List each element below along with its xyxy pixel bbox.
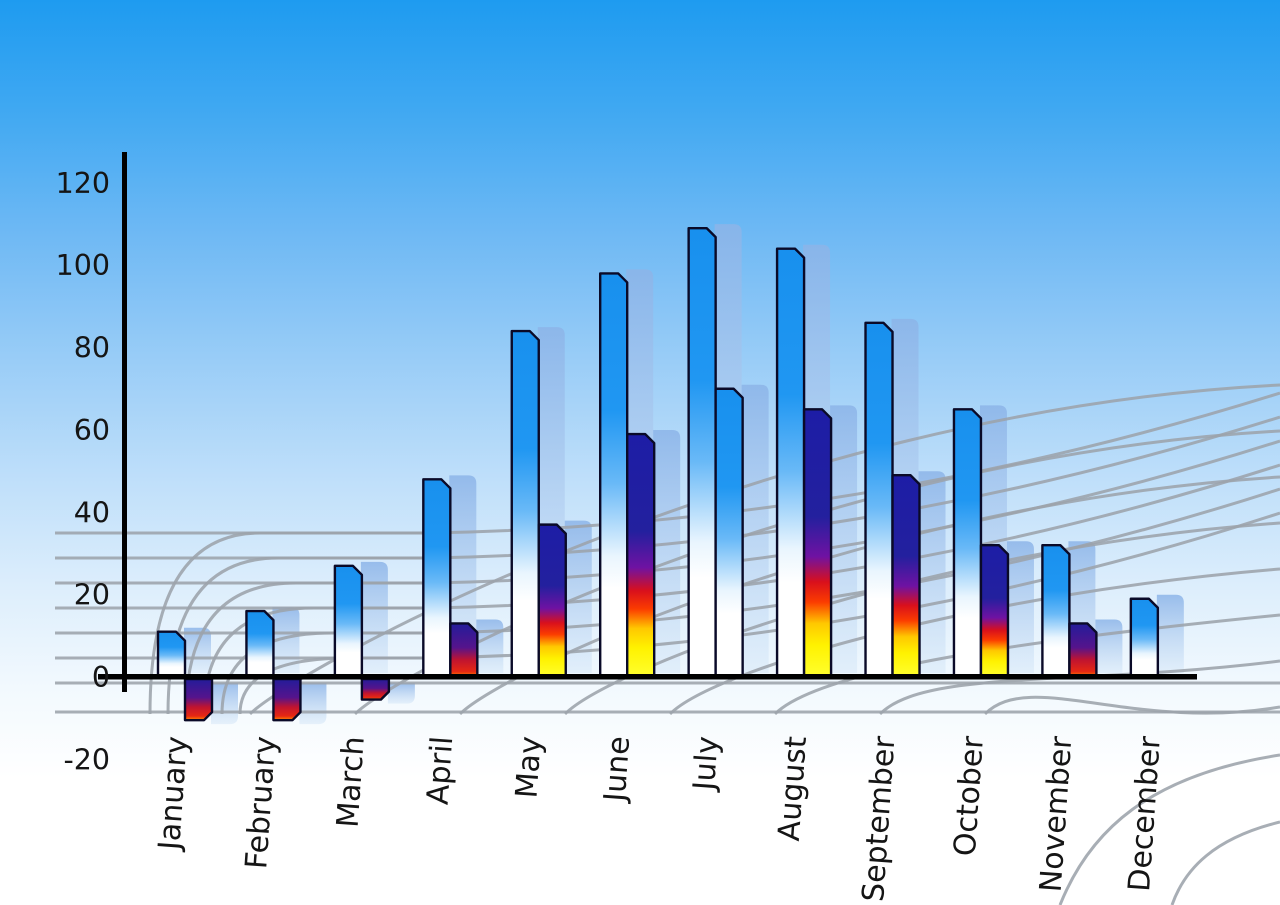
zero-axis-line	[98, 674, 1197, 680]
month-label-march: March	[331, 735, 372, 829]
grid-line	[983, 695, 1280, 716]
month-label-august: August	[772, 735, 814, 842]
bar-echo-november-secondary	[1095, 619, 1123, 673]
bar-may-primary	[510, 329, 540, 679]
bar-april-primary	[422, 478, 452, 679]
bar-july-secondary	[714, 387, 744, 679]
bar-echo-march-primary	[360, 561, 388, 673]
bar-february-secondary	[272, 677, 302, 722]
bars-layer	[156, 226, 1160, 722]
grid-line	[773, 613, 1280, 716]
bar-echo-january-secondary	[211, 683, 238, 725]
month-label-december: December	[1122, 734, 1168, 892]
bar-april-secondary	[449, 622, 479, 679]
bar-january-primary	[156, 630, 187, 679]
y-tick-labels: 120 100 80 60 40 20 0 -20	[56, 167, 110, 777]
month-labels: January February March April May June July Augu…	[152, 734, 1168, 903]
grid-line	[1058, 753, 1280, 905]
y-tick-label: -20	[63, 743, 110, 776]
month-label-september: September	[856, 734, 903, 903]
grid-line	[878, 659, 1280, 716]
month-label-january: January	[152, 735, 195, 853]
y-tick-label: 60	[74, 414, 110, 447]
bar-july-primary	[687, 226, 717, 679]
bar-october-primary	[952, 408, 983, 679]
bar-echo-july-secondary	[741, 384, 769, 673]
bar-january-secondary	[183, 677, 214, 722]
month-label-april: April	[421, 735, 461, 806]
axes-layer	[98, 152, 1197, 692]
month-label-june: June	[598, 735, 638, 805]
bar-may-secondary	[537, 523, 567, 679]
bar-october-secondary	[979, 544, 1010, 679]
bar-august-primary	[775, 247, 806, 679]
grid-line	[148, 531, 430, 715]
bar-september-secondary	[891, 474, 921, 679]
month-label-july: July	[687, 735, 726, 793]
bar-december-primary	[1129, 597, 1160, 679]
y-tick-label: 20	[74, 579, 110, 612]
grid-line	[1170, 820, 1280, 905]
bar-echo-march-secondary	[387, 683, 415, 704]
bar-august-secondary	[802, 408, 833, 679]
bar-echo-june-secondary	[653, 430, 681, 673]
grid-line	[353, 429, 1280, 716]
bar-november-secondary	[1068, 622, 1098, 679]
y-tick-label: 100	[56, 249, 110, 282]
bar-echo-april-secondary	[476, 619, 504, 673]
month-label-may: May	[509, 735, 548, 799]
bar-echo-august-secondary	[830, 405, 858, 673]
bar-echo-october-secondary	[1006, 541, 1034, 673]
floor-grid	[55, 383, 1280, 905]
y-tick-label: 80	[74, 332, 110, 365]
bar-june-secondary	[626, 432, 656, 679]
month-label-november: November	[1034, 734, 1080, 893]
y-tick-label: 40	[74, 496, 110, 529]
y-axis-line	[122, 152, 127, 692]
bar-march-secondary	[360, 677, 391, 701]
bar-november-primary	[1041, 544, 1071, 679]
bar-february-primary	[245, 609, 275, 679]
month-label-october: October	[948, 734, 991, 857]
month-label-february: February	[239, 735, 283, 870]
bar-echo-february-secondary	[299, 683, 327, 725]
bar-echo-december-primary	[1156, 594, 1184, 673]
bar-echo-september-secondary	[918, 471, 946, 673]
bar-june-primary	[599, 272, 629, 679]
bar-september-primary	[864, 321, 894, 679]
y-tick-label: 0	[92, 661, 110, 694]
bar-march-primary	[333, 564, 364, 679]
y-tick-label: 120	[56, 167, 110, 200]
